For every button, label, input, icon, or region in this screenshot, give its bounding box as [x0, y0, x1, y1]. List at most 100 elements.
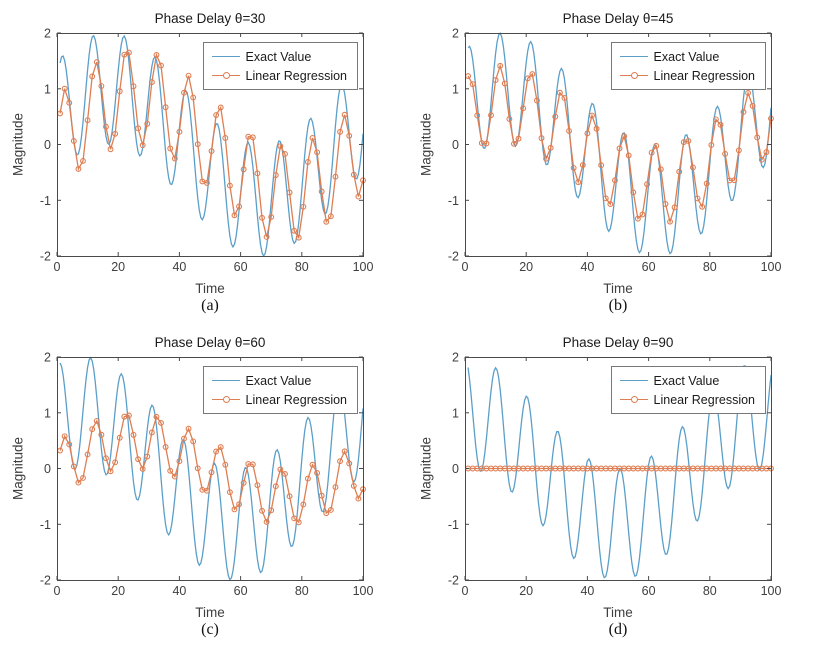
y-tick-label: -1: [448, 518, 459, 532]
y-tick-label: -1: [40, 194, 51, 208]
y-axis-label: Magnitude: [418, 112, 434, 177]
x-tick-label: 60: [234, 260, 248, 274]
data-marker: [332, 173, 339, 180]
legend-label-exact: Exact Value: [245, 49, 312, 64]
x-tick-label: 40: [172, 260, 186, 274]
y-tick-label: 2: [44, 27, 51, 41]
data-marker: [694, 195, 701, 202]
data-marker: [66, 441, 73, 448]
legend-line-sample-regression: [211, 72, 240, 79]
data-marker: [158, 419, 164, 426]
data-marker: [630, 189, 637, 196]
data-marker: [84, 451, 91, 458]
y-tick-label: 0: [452, 462, 459, 476]
x-tick-label: 20: [519, 584, 533, 598]
data-marker: [190, 438, 197, 445]
data-marker: [236, 203, 243, 210]
y-axis-label: Magnitude: [10, 112, 26, 177]
data-marker: [240, 166, 247, 173]
data-marker: [524, 75, 531, 82]
y-axis-label: Magnitude: [418, 436, 434, 501]
data-marker: [575, 179, 582, 186]
legend-entry-regression: Linear Regression: [619, 390, 755, 409]
x-tick-label: 20: [519, 260, 533, 274]
circle-marker-icon: [630, 72, 638, 79]
subplot-caption: (b): [608, 297, 628, 314]
data-marker: [300, 501, 307, 508]
data-marker: [208, 148, 215, 154]
data-marker: [566, 127, 572, 134]
data-marker: [70, 463, 77, 470]
legend-line-sample-exact: [211, 56, 240, 57]
x-tick-label: 0: [54, 260, 61, 274]
legend-line-sample-regression: [619, 396, 648, 403]
data-marker: [621, 133, 628, 140]
data-marker: [492, 77, 499, 84]
data-marker: [346, 132, 353, 139]
data-marker: [139, 465, 146, 472]
x-tick-label: 40: [580, 260, 594, 274]
legend-entry-exact: Exact Value: [211, 371, 347, 390]
data-marker: [61, 85, 68, 92]
legend: Exact Value Linear Regression: [610, 42, 766, 90]
subplot-caption: (d): [608, 621, 628, 638]
data-marker: [185, 425, 192, 432]
data-marker: [171, 473, 178, 480]
data-marker: [80, 157, 86, 164]
legend-line-sample-exact: [619, 56, 648, 57]
data-marker: [268, 213, 275, 220]
data-marker: [125, 412, 132, 419]
data-marker: [89, 426, 96, 433]
data-marker: [703, 180, 710, 187]
data-marker: [754, 134, 761, 141]
data-marker: [282, 471, 288, 477]
data-marker: [286, 189, 293, 196]
y-tick-label: 1: [44, 406, 51, 420]
data-marker: [465, 73, 472, 80]
x-tick-label: 20: [111, 260, 125, 274]
data-marker: [231, 212, 238, 219]
x-tick-label: 80: [703, 584, 717, 598]
data-marker: [272, 483, 279, 490]
data-marker: [616, 145, 623, 152]
subplot-c: 0 20 40 60 80 100 -2 -1 0 1 2 Phase Delay θ=60 Mag…: [0, 324, 408, 648]
data-marker: [203, 487, 210, 494]
data-marker: [75, 165, 82, 172]
x-tick-label: 0: [54, 584, 61, 598]
data-marker: [593, 125, 600, 132]
data-marker: [139, 142, 146, 149]
data-marker: [708, 142, 715, 148]
data-marker: [286, 493, 293, 500]
legend-label-exact: Exact Value: [653, 49, 720, 64]
data-marker: [171, 155, 178, 162]
x-tick-label: 0: [462, 584, 469, 598]
data-marker: [556, 89, 563, 96]
x-axis-label: Time: [603, 605, 633, 620]
data-marker: [181, 435, 187, 442]
x-tick-label: 20: [111, 584, 125, 598]
data-marker: [259, 507, 265, 514]
legend: Exact Value Linear Regression: [202, 366, 358, 414]
data-marker: [355, 193, 362, 200]
y-tick-label: -2: [448, 250, 459, 264]
data-marker: [259, 214, 265, 221]
data-marker: [61, 433, 68, 440]
data-marker: [176, 458, 183, 465]
circle-marker-icon: [222, 72, 230, 79]
data-marker: [291, 515, 298, 522]
x-tick-label: 80: [703, 260, 717, 274]
legend-line-sample-regression: [619, 72, 648, 79]
data-marker: [236, 501, 243, 508]
data-marker: [125, 49, 132, 56]
data-marker: [667, 218, 673, 225]
y-tick-label: 0: [44, 462, 51, 476]
data-marker: [181, 89, 187, 96]
data-marker: [153, 413, 160, 420]
data-marker: [304, 159, 311, 165]
data-marker: [208, 469, 215, 476]
y-tick-label: -2: [40, 574, 51, 588]
subplot-title: Phase Delay θ=90: [562, 335, 674, 350]
subplot-title: Phase Delay θ=45: [562, 11, 674, 26]
data-marker: [662, 201, 669, 207]
data-marker: [112, 130, 119, 137]
